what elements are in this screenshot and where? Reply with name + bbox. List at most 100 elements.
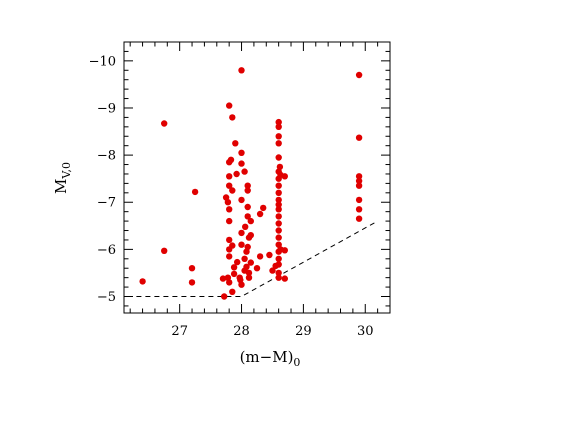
data-point (275, 201, 282, 208)
data-point (244, 203, 251, 211)
data-point (226, 182, 233, 189)
tick-labels-layer: 27 28 29 30 −5 −6 −7 −8 −9 −10 (89, 54, 374, 339)
y-tick-label: −9 (97, 102, 116, 117)
data-point (226, 236, 233, 244)
data-point (238, 241, 245, 248)
data-point (275, 255, 282, 262)
data-point (355, 134, 363, 141)
data-point (355, 177, 363, 185)
data-point (224, 199, 232, 206)
data-point (275, 269, 282, 277)
data-point (247, 217, 254, 225)
data-point (275, 234, 282, 241)
data-point (253, 265, 261, 272)
data-point (161, 247, 168, 254)
y-tick-label: −6 (97, 243, 116, 258)
data-point (232, 140, 239, 147)
data-point (229, 288, 236, 295)
data-point (275, 274, 282, 281)
data-point (230, 270, 238, 278)
data-point (244, 213, 251, 220)
data-point (355, 173, 363, 180)
data-point (238, 229, 245, 237)
data-point (275, 182, 282, 189)
x-tick-label: 30 (357, 324, 374, 339)
x-tick-label: 29 (295, 324, 312, 339)
x-tick-label: 28 (233, 324, 250, 339)
data-point (161, 120, 168, 127)
detection-limit-line (136, 220, 378, 297)
data-point (229, 242, 236, 249)
detection-limit-layer (136, 220, 378, 297)
data-point (226, 206, 233, 213)
y-axis-label: MV,0 (52, 162, 73, 194)
data-point (281, 275, 288, 282)
data-point (238, 196, 245, 204)
data-point (238, 281, 245, 288)
data-point (281, 173, 288, 180)
data-point (229, 114, 236, 121)
data-point (245, 274, 253, 281)
data-point (191, 188, 199, 196)
data-point (241, 168, 248, 175)
x-axis-label-main: (m−M) (240, 348, 294, 366)
data-point (281, 247, 288, 254)
data-point (275, 220, 282, 227)
data-point (241, 255, 248, 262)
data-point (260, 204, 267, 212)
data-point (247, 232, 254, 239)
data-point (275, 140, 282, 147)
data-point (238, 160, 245, 167)
data-point (242, 223, 249, 230)
y-tick-label: −10 (89, 54, 116, 69)
data-point (244, 187, 251, 194)
data-point (276, 163, 284, 171)
y-axis-label-subscript: V,0 (60, 162, 73, 180)
data-point (275, 196, 282, 204)
data-point (355, 215, 363, 222)
axis-ticks-layer (124, 41, 391, 313)
data-point (238, 149, 245, 156)
data-point (226, 279, 233, 286)
data-point (275, 227, 282, 234)
data-point (226, 253, 233, 260)
data-point (275, 154, 282, 161)
data-point (256, 253, 264, 260)
data-point (275, 189, 282, 196)
data-point (233, 170, 240, 178)
data-point (139, 278, 146, 285)
data-point (188, 279, 196, 286)
data-point (234, 258, 241, 266)
data-point (188, 265, 196, 272)
data-point (244, 182, 251, 189)
x-axis-label: (m−M)0 (240, 348, 301, 369)
y-tick-label: −7 (97, 196, 116, 211)
data-point (355, 206, 363, 213)
data-point (226, 102, 233, 109)
plot-frame (123, 41, 391, 314)
data-point (226, 217, 233, 225)
data-point (275, 123, 282, 130)
data-point (355, 196, 363, 204)
data-point (221, 293, 228, 300)
data-point (275, 213, 282, 220)
data-point (230, 264, 238, 271)
data-point (355, 182, 363, 189)
y-tick-label: −5 (97, 290, 116, 305)
data-point (247, 259, 254, 266)
data-point (355, 71, 363, 79)
x-tick-label: 27 (171, 324, 188, 339)
data-point (244, 243, 251, 251)
data-point (226, 173, 233, 180)
data-point (243, 263, 250, 270)
x-axis-label-subscript: 0 (293, 356, 300, 369)
data-point (269, 267, 276, 274)
data-points-layer (139, 67, 363, 300)
data-point (227, 156, 235, 163)
data-point (275, 206, 282, 213)
data-point (266, 251, 273, 259)
y-tick-label: −8 (97, 149, 116, 164)
y-axis-label-main: M (52, 179, 70, 194)
data-point (229, 187, 236, 194)
